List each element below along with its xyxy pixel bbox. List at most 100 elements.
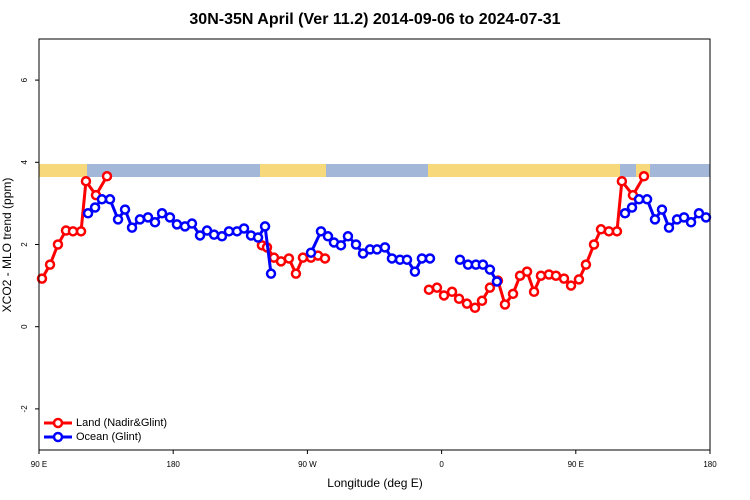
- point: [469, 302, 481, 314]
- chart-title: 30N-35N April (Ver 11.2) 2014-09-06 to 2…: [189, 11, 560, 28]
- point: [216, 231, 228, 242]
- point: [663, 222, 675, 233]
- legend-marker: [52, 431, 64, 443]
- y-tick-label: 2: [20, 242, 29, 247]
- point: [446, 286, 458, 298]
- point: [319, 253, 331, 264]
- point: [424, 253, 436, 264]
- point: [379, 242, 391, 253]
- point: [401, 254, 413, 265]
- point: [416, 253, 428, 264]
- point: [649, 214, 661, 225]
- point: [638, 171, 650, 182]
- point: [315, 226, 327, 237]
- point: [75, 226, 87, 237]
- point: [322, 231, 334, 242]
- point: [89, 202, 101, 213]
- point: [171, 219, 183, 230]
- point: [142, 212, 154, 223]
- point: [186, 218, 198, 229]
- point: [126, 222, 138, 233]
- point: [305, 247, 317, 258]
- point: [265, 268, 277, 279]
- point: [656, 204, 668, 215]
- point: [149, 217, 161, 228]
- point: [119, 204, 131, 215]
- point: [603, 226, 615, 237]
- point: [431, 282, 443, 293]
- x-tick-label: 90 W: [298, 460, 317, 469]
- point: [558, 273, 570, 284]
- point: [342, 231, 354, 242]
- y-tick-label: -2: [20, 405, 29, 413]
- point: [477, 259, 489, 270]
- y-tick-label: 0: [20, 324, 29, 329]
- point: [626, 202, 638, 213]
- point: [259, 221, 271, 232]
- x-tick-label: 180: [703, 460, 717, 469]
- point: [565, 280, 577, 291]
- point: [573, 274, 585, 285]
- point: [535, 270, 547, 281]
- point: [611, 226, 623, 237]
- point: [678, 212, 690, 223]
- point: [491, 276, 503, 287]
- point: [335, 240, 347, 251]
- point: [96, 194, 108, 205]
- point: [82, 208, 94, 219]
- point: [484, 282, 496, 293]
- point: [499, 299, 511, 310]
- point: [67, 226, 79, 237]
- x-axis-label: Longitude (deg E): [327, 476, 422, 490]
- x-tick-label: 90 E: [31, 460, 47, 469]
- point: [52, 239, 64, 250]
- point: [164, 212, 176, 223]
- point: [80, 175, 92, 187]
- point: [528, 286, 540, 298]
- point: [104, 194, 116, 205]
- x-tick-label: 90 E: [568, 460, 584, 469]
- point: [134, 214, 146, 225]
- point: [619, 208, 631, 219]
- point: [423, 284, 435, 295]
- point: [461, 298, 473, 309]
- point: [386, 253, 398, 264]
- point: [476, 295, 488, 307]
- point: [453, 293, 465, 305]
- point: [550, 270, 562, 281]
- point: [521, 266, 533, 277]
- point: [507, 288, 519, 300]
- legend-label: Land (Nadir&Glint): [76, 417, 167, 429]
- legend-label: Ocean (Glint): [76, 431, 141, 443]
- x-tick-label: 0: [439, 460, 444, 469]
- point: [283, 253, 295, 264]
- point: [223, 226, 235, 237]
- legend-marker: [52, 417, 64, 429]
- point: [350, 239, 362, 250]
- point: [700, 212, 712, 223]
- point: [588, 239, 600, 250]
- point: [297, 252, 309, 263]
- point: [252, 232, 264, 243]
- point: [685, 217, 697, 228]
- point: [580, 259, 592, 270]
- y-axis-label: XCO2 - MLO trend (ppm): [0, 178, 14, 313]
- point: [156, 208, 168, 219]
- point: [290, 268, 302, 279]
- plot: [36, 171, 712, 314]
- land-ocean-strip: [39, 164, 710, 177]
- point: [238, 223, 250, 234]
- point: [641, 194, 653, 205]
- point: [36, 273, 48, 284]
- point: [454, 254, 466, 265]
- point: [101, 171, 113, 182]
- y-tick-label: 6: [20, 77, 29, 82]
- point: [44, 259, 56, 270]
- x-tick-label: 180: [167, 460, 181, 469]
- point: [409, 266, 421, 277]
- point: [633, 194, 645, 205]
- point: [438, 290, 450, 301]
- point: [112, 214, 124, 225]
- point: [484, 264, 496, 275]
